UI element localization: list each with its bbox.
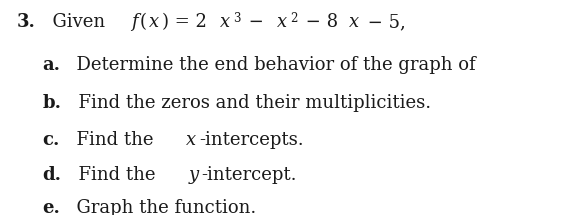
Text: x: x — [186, 131, 196, 149]
Text: b.: b. — [42, 94, 61, 112]
Text: x: x — [349, 13, 359, 31]
Text: Find the: Find the — [67, 166, 161, 184]
Text: x: x — [149, 13, 159, 31]
Text: c.: c. — [42, 131, 60, 149]
Text: -intercepts.: -intercepts. — [199, 131, 304, 149]
Text: a.: a. — [42, 56, 60, 74]
Text: f: f — [131, 13, 138, 31]
Text: 3: 3 — [233, 12, 240, 25]
Text: ) = 2: ) = 2 — [162, 13, 207, 31]
Text: − 5,: − 5, — [362, 13, 405, 31]
Text: − 8: − 8 — [300, 13, 338, 31]
Text: Find the zeros and their multiplicities.: Find the zeros and their multiplicities. — [67, 94, 431, 112]
Text: y: y — [189, 166, 199, 184]
Text: Graph the function.: Graph the function. — [65, 199, 257, 215]
Text: −: − — [243, 13, 269, 31]
Text: Determine the end behavior of the graph of: Determine the end behavior of the graph … — [65, 56, 482, 74]
Text: 3.: 3. — [17, 13, 36, 31]
Text: 2: 2 — [290, 12, 297, 25]
Text: Find the: Find the — [65, 131, 159, 149]
Text: x: x — [277, 13, 287, 31]
Text: e.: e. — [42, 199, 60, 215]
Text: Given: Given — [41, 13, 111, 31]
Text: (: ( — [140, 13, 147, 31]
Text: d.: d. — [42, 166, 61, 184]
Text: -intercept.: -intercept. — [202, 166, 297, 184]
Text: x: x — [220, 13, 230, 31]
